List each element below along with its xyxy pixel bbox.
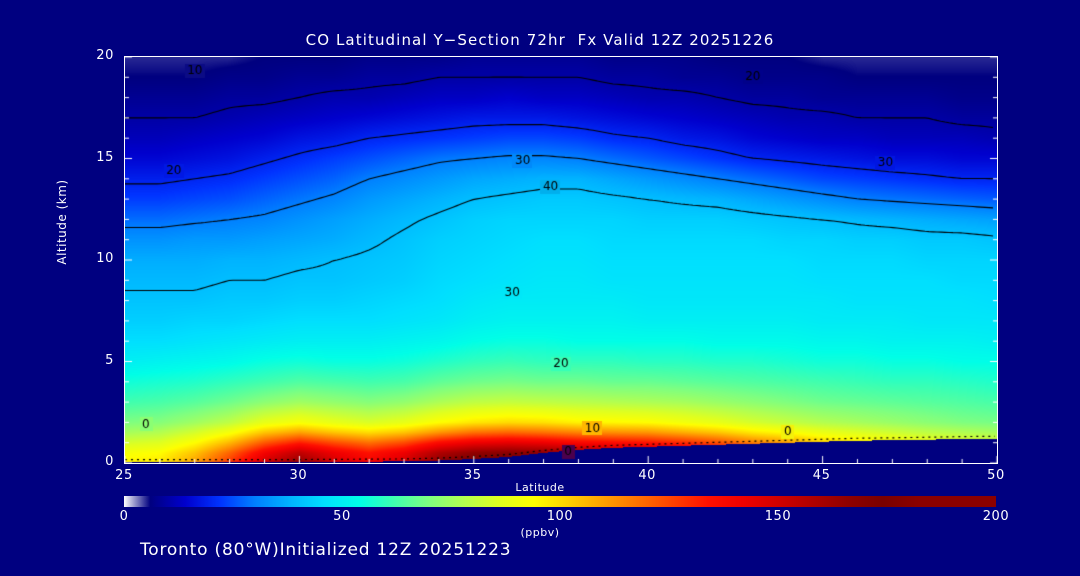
x-axis-tick: 30 [289,468,308,483]
cross-section-canvas [125,57,997,463]
colorbar-tick: 150 [764,509,792,524]
page-title: CO Latitudinal Y−Section 72hr Fx Valid 1… [305,31,775,49]
y-axis-tick: 5 [105,352,114,368]
colorbar-tick: 100 [546,509,574,524]
y-axis-tick: 15 [96,149,114,165]
colorbar-tick: 0 [119,509,129,524]
colorbar-units-label: (ppbv) [520,526,560,539]
colorbar [124,496,996,507]
x-axis-tick: 35 [463,468,482,483]
y-axis-tick: 20 [96,48,114,63]
x-axis-tick: 40 [638,468,657,483]
colorbar-tick: 200 [982,509,1010,524]
footer-caption: Toronto (80°W)Initialized 12Z 20251223 [140,540,512,560]
x-axis-tick: 50 [987,468,1005,483]
y-axis-label: Altitude (km) [55,179,69,265]
x-axis-label: Latitude [515,481,565,494]
y-axis-tick: 0 [105,454,114,469]
x-axis-tick: 25 [115,468,133,483]
colorbar-gradient [124,496,996,507]
plot-area [124,56,998,464]
x-axis-tick: 45 [812,468,831,483]
colorbar-tick: 50 [333,509,351,524]
y-axis-tick: 10 [96,251,114,266]
